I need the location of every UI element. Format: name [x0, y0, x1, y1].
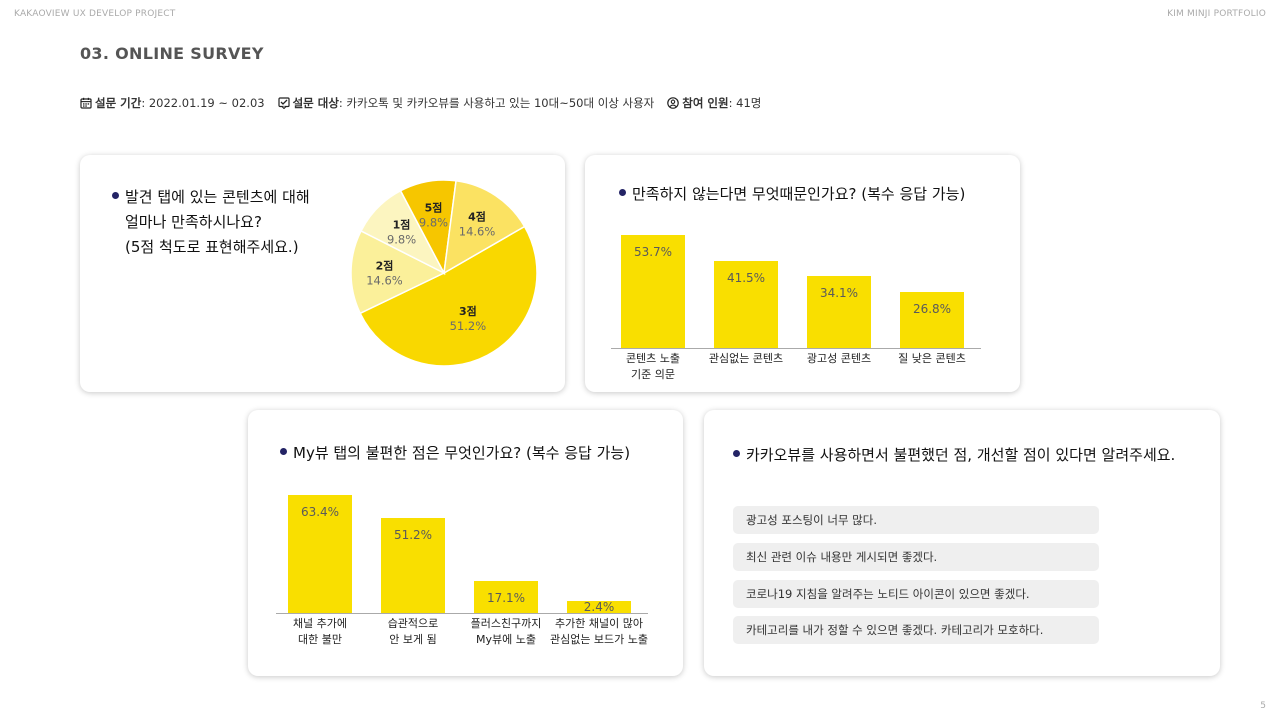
survey-participants-value: : 41명 [728, 96, 762, 110]
dissatisfaction-question-text: 만족하지 않는다면 무엇때문인가요? (복수 응답 가능) [632, 185, 966, 203]
pie-value-label: 9.8% [419, 215, 448, 229]
bar-category-line: 광고성 콘텐츠 [806, 352, 872, 365]
question-line-3: (5점 척도로 표현해주세요.) [125, 238, 299, 256]
bar-value-label: 2.4% [583, 600, 615, 614]
bar-value-label: 53.7% [633, 245, 673, 259]
pie-value-label: 9.8% [387, 232, 416, 246]
page-number: 5 [1260, 701, 1266, 711]
bar-category-line: 채널 추가에 [292, 617, 348, 630]
bar [567, 601, 631, 613]
bar-category-line: 관심없는 콘텐츠 [708, 352, 784, 365]
survey-participants-label: 참여 인원 [682, 96, 729, 110]
bar-value-label: 63.4% [300, 505, 340, 519]
survey-period-label: 설문 기간 [95, 96, 142, 110]
pie-slice [359, 225, 538, 367]
question-line-1: 발견 탭에 있는 콘텐츠에 대해 [125, 188, 310, 206]
bar [807, 276, 871, 348]
satisfaction-card: 발견 탭에 있는 콘텐츠에 대해 얼마나 만족하시나요? (5점 척도로 표현해… [80, 155, 565, 392]
pie-value-label: 14.6% [366, 273, 403, 287]
bar-value-label: 41.5% [726, 270, 766, 285]
bar-category-line: 관심없는 보드가 노출 [549, 633, 649, 646]
bar-category-line: My뷰에 노출 [476, 633, 536, 646]
pie-category-label: 5점 [425, 200, 443, 214]
pie-value-label: 14.6% [459, 224, 496, 238]
pie-category-label: 2점 [376, 258, 394, 272]
bar [474, 581, 538, 613]
person-icon [667, 97, 680, 109]
bar-category-label: 광고성 콘텐츠 [779, 351, 899, 367]
feedback-question: 카카오뷰를 사용하면서 불편했던 점, 개선할 점이 있다면 알려주세요. [733, 443, 1175, 468]
bullet-dot [733, 450, 740, 457]
survey-target-label: 설문 대상 [292, 96, 339, 110]
bar [900, 291, 964, 348]
bar-category-line: 질 낮은 콘텐츠 [898, 352, 966, 365]
bar-category-line: 콘텐츠 노출 [625, 352, 681, 365]
myview-card: My뷰 탭의 불편한 점은 무엇인가요? (복수 응답 가능) 63.4% 채널 … [248, 410, 683, 676]
question-line-2: 얼마나 만족하시나요? [125, 213, 262, 231]
bar-value-label: 17.1% [486, 591, 526, 606]
feedback-response: 최신 관련 이슈 내용만 게시되면 좋겠다. [733, 543, 1099, 571]
bar-category-line: 플러스친구까지 [470, 617, 542, 630]
x-axis-line [611, 348, 981, 349]
bar [288, 495, 352, 613]
pie-category-label: 4점 [468, 209, 486, 223]
survey-meta: 설문 기간 : 2022.01.19 ~ 02.03 설문 대상 : 카카오톡 … [80, 95, 774, 111]
pie-value-label: 51.2% [450, 319, 487, 333]
dissatisfaction-card: 만족하지 않는다면 무엇때문인가요? (복수 응답 가능) 53.7% 콘텐츠 노… [585, 155, 1020, 392]
bar-category-line: 안 보게 됨 [389, 633, 437, 646]
checklist-icon [277, 97, 290, 109]
bar-category-line: 기준 의문 [631, 368, 675, 381]
bar-category-line: 습관적으로 [387, 617, 439, 630]
survey-target-value: : 카카오톡 및 카카오뷰를 사용하고 있는 10대~50대 이상 사용자 [338, 96, 655, 110]
feedback-response: 코로나19 지침을 알려주는 노티드 아이콘이 있으면 좋겠다. [733, 580, 1099, 608]
bar-value-label: 34.1% [819, 286, 859, 301]
feedback-response: 카테고리를 내가 정할 수 있으면 좋겠다. 카테고리가 모호하다. [733, 616, 1099, 644]
bar-category-label: 플러스친구까지 My뷰에 노출 [446, 616, 566, 648]
feedback-response: 광고성 포스팅이 너무 많다. [733, 506, 1099, 534]
pie-category-label: 1점 [393, 217, 411, 231]
x-axis-line [276, 613, 648, 614]
pie-category-label: 3점 [459, 304, 477, 318]
dissatisfaction-question: 만족하지 않는다면 무엇때문인가요? (복수 응답 가능) [619, 182, 965, 207]
page-title: 03. ONLINE SURVEY [80, 44, 264, 63]
bar [381, 517, 445, 613]
project-name: KAKAOVIEW UX DEVELOP PROJECT [14, 9, 176, 19]
pie-slice [443, 179, 526, 275]
myview-question-text: My뷰 탭의 불편한 점은 무엇인가요? (복수 응답 가능) [293, 444, 631, 462]
feedback-question-text: 카카오뷰를 사용하면서 불편했던 점, 개선할 점이 있다면 알려주세요. [746, 446, 1176, 464]
bar-value-label: 26.8% [912, 301, 952, 316]
calendar-icon [80, 97, 92, 109]
myview-question: My뷰 탭의 불편한 점은 무엇인가요? (복수 응답 가능) [280, 441, 630, 466]
bar-category-label: 관심없는 콘텐츠 [686, 351, 806, 367]
survey-target: 설문 대상 : 카카오톡 및 카카오뷰를 사용하고 있는 10대~50대 이상 … [277, 95, 655, 111]
pie-slice [350, 229, 446, 315]
satisfaction-question: 발견 탭에 있는 콘텐츠에 대해 얼마나 만족하시나요? (5점 척도로 표현해… [112, 185, 310, 260]
bar-category-line: 대한 불만 [298, 633, 342, 646]
feedback-card: 카카오뷰를 사용하면서 불편했던 점, 개선할 점이 있다면 알려주세요. 광고… [704, 410, 1220, 676]
bar-value-label: 51.2% [393, 527, 433, 542]
bullet-dot [280, 448, 287, 455]
bar [714, 260, 778, 348]
bullet-dot [619, 189, 626, 196]
bar-category-line: 추가한 채널이 많아 [555, 617, 643, 630]
portfolio-name: KIM MINJI PORTFOLIO [1167, 9, 1266, 19]
survey-participants: 참여 인원 : 41명 [667, 95, 761, 111]
bar-category-label: 질 낮은 콘텐츠 [872, 351, 992, 367]
survey-period: 설문 기간 : 2022.01.19 ~ 02.03 [80, 95, 265, 111]
bar [621, 235, 685, 348]
bullet-dot [112, 192, 119, 199]
survey-period-value: : 2022.01.19 ~ 02.03 [141, 96, 265, 110]
